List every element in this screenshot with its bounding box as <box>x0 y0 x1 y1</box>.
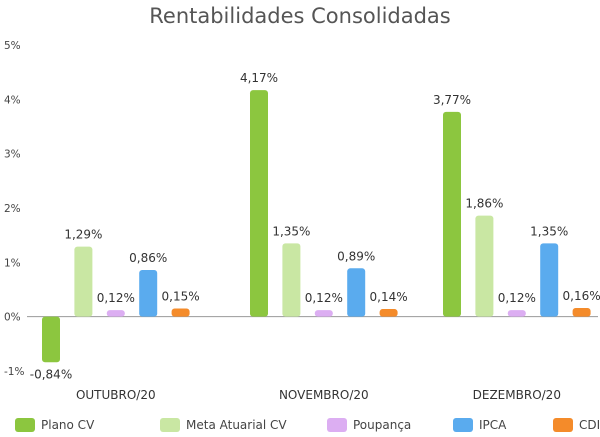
chart-title: Rentabilidades Consolidadas <box>149 4 451 28</box>
legend-swatch <box>553 418 573 432</box>
data-label: 0,12% <box>305 291 343 305</box>
bar <box>507 310 526 317</box>
data-label: 1,35% <box>272 224 310 238</box>
legend-swatch <box>327 418 347 432</box>
y-tick-label: -1% <box>4 366 24 378</box>
x-category-label: NOVEMBRO/20 <box>279 388 369 402</box>
bar <box>74 246 93 317</box>
legend-item: Meta Atuarial CV <box>160 414 287 436</box>
legend-label: Poupança <box>353 418 412 432</box>
x-category-label: OUTUBRO/20 <box>76 388 156 402</box>
bar <box>106 310 125 317</box>
data-label: 0,15% <box>162 290 200 304</box>
bar <box>443 111 461 317</box>
bar <box>42 316 60 363</box>
bar <box>139 269 158 317</box>
bar-chart: 5% 4% 3% 2% 1% 0% -1% -0,84% 1,29% 0,12% 0,86% 0,15… <box>4 40 600 402</box>
y-tick-label: 5% <box>4 40 21 52</box>
y-tick-label: 1% <box>4 257 21 269</box>
legend-item: Plano CV <box>15 414 94 436</box>
legend-swatch <box>160 418 180 432</box>
data-label: 3,77% <box>433 93 471 107</box>
legend-item: CDI <box>553 414 600 436</box>
bar <box>314 310 333 317</box>
legend-label: Meta Atuarial CV <box>186 418 287 432</box>
legend-label: IPCA <box>479 418 507 432</box>
data-label: 0,12% <box>97 291 135 305</box>
bar <box>171 308 190 317</box>
legend-item: Poupança <box>327 414 411 436</box>
bar <box>540 243 559 317</box>
legend-label: Plano CV <box>41 418 95 432</box>
data-label: 1,29% <box>64 228 102 242</box>
data-label: 1,86% <box>465 197 503 211</box>
bar <box>250 90 268 317</box>
legend-item: IPCA <box>453 414 506 436</box>
x-category-label: DEZEMBRO/20 <box>473 388 561 402</box>
bar <box>347 268 366 317</box>
y-tick-label: 4% <box>4 94 21 106</box>
bar <box>475 215 494 317</box>
chart-legend: Plano CV Meta Atuarial CV Poupança IPCA CDI <box>0 414 600 436</box>
data-label: 0,12% <box>498 291 536 305</box>
data-label: 0,16% <box>563 289 600 303</box>
data-label: -0,84% <box>30 367 72 381</box>
data-label: 1,35% <box>530 224 568 238</box>
data-label: 0,86% <box>129 251 167 265</box>
bar <box>379 309 398 317</box>
data-label: 4,17% <box>240 71 278 85</box>
legend-label: CDI <box>579 418 600 432</box>
legend-swatch <box>15 418 35 432</box>
data-label: 0,89% <box>337 249 375 263</box>
data-label: 0,14% <box>370 290 408 304</box>
bar <box>572 307 591 317</box>
y-tick-label: 3% <box>4 149 21 161</box>
y-tick-label: 0% <box>4 312 21 324</box>
bar <box>282 243 301 317</box>
y-tick-label: 2% <box>4 203 21 215</box>
legend-swatch <box>453 418 473 432</box>
